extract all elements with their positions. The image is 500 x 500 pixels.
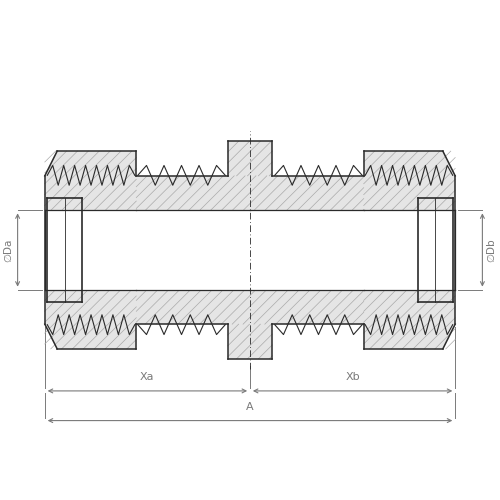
Polygon shape	[364, 290, 455, 349]
Polygon shape	[45, 210, 455, 290]
Text: ∅Da: ∅Da	[4, 238, 14, 262]
Text: Xa: Xa	[140, 372, 154, 382]
Text: Xb: Xb	[346, 372, 360, 382]
Polygon shape	[136, 141, 364, 210]
Polygon shape	[45, 151, 136, 210]
Text: A: A	[246, 402, 254, 411]
Polygon shape	[45, 290, 136, 349]
Text: ∅Db: ∅Db	[486, 238, 496, 262]
Polygon shape	[364, 151, 455, 210]
Polygon shape	[136, 290, 364, 359]
